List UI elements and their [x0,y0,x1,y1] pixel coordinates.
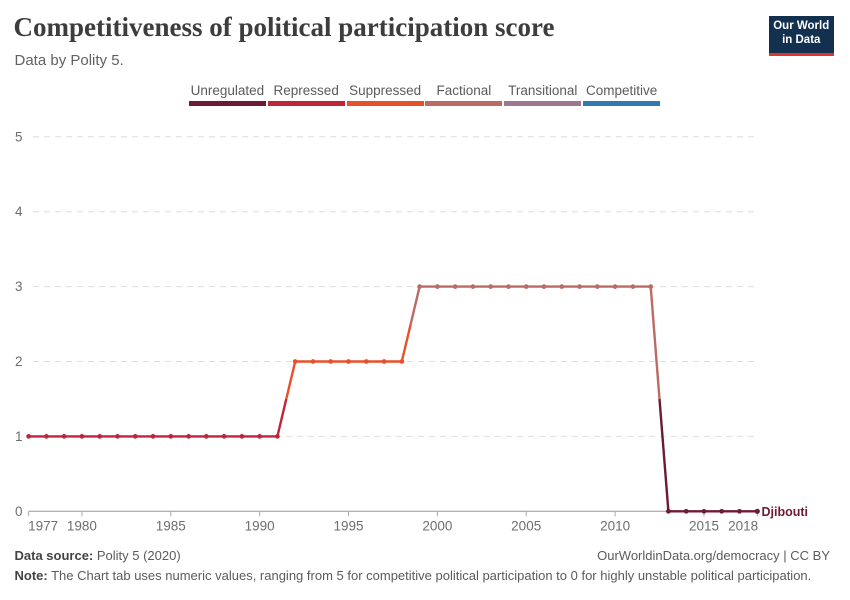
svg-text:2005: 2005 [511,519,541,534]
svg-text:2018: 2018 [728,519,758,534]
svg-text:1980: 1980 [67,519,97,534]
svg-text:1990: 1990 [245,519,275,534]
svg-text:0: 0 [15,504,23,519]
svg-text:5: 5 [15,129,23,144]
svg-text:2010: 2010 [600,519,630,534]
svg-text:4: 4 [15,204,23,219]
svg-text:2015: 2015 [689,519,719,534]
svg-text:1985: 1985 [156,519,186,534]
svg-text:2: 2 [15,354,23,369]
svg-text:1977: 1977 [28,519,58,534]
svg-text:1995: 1995 [333,519,363,534]
svg-text:3: 3 [15,279,23,294]
svg-text:2000: 2000 [422,519,452,534]
svg-text:1: 1 [15,429,23,444]
svg-text:Djibouti: Djibouti [762,505,809,519]
